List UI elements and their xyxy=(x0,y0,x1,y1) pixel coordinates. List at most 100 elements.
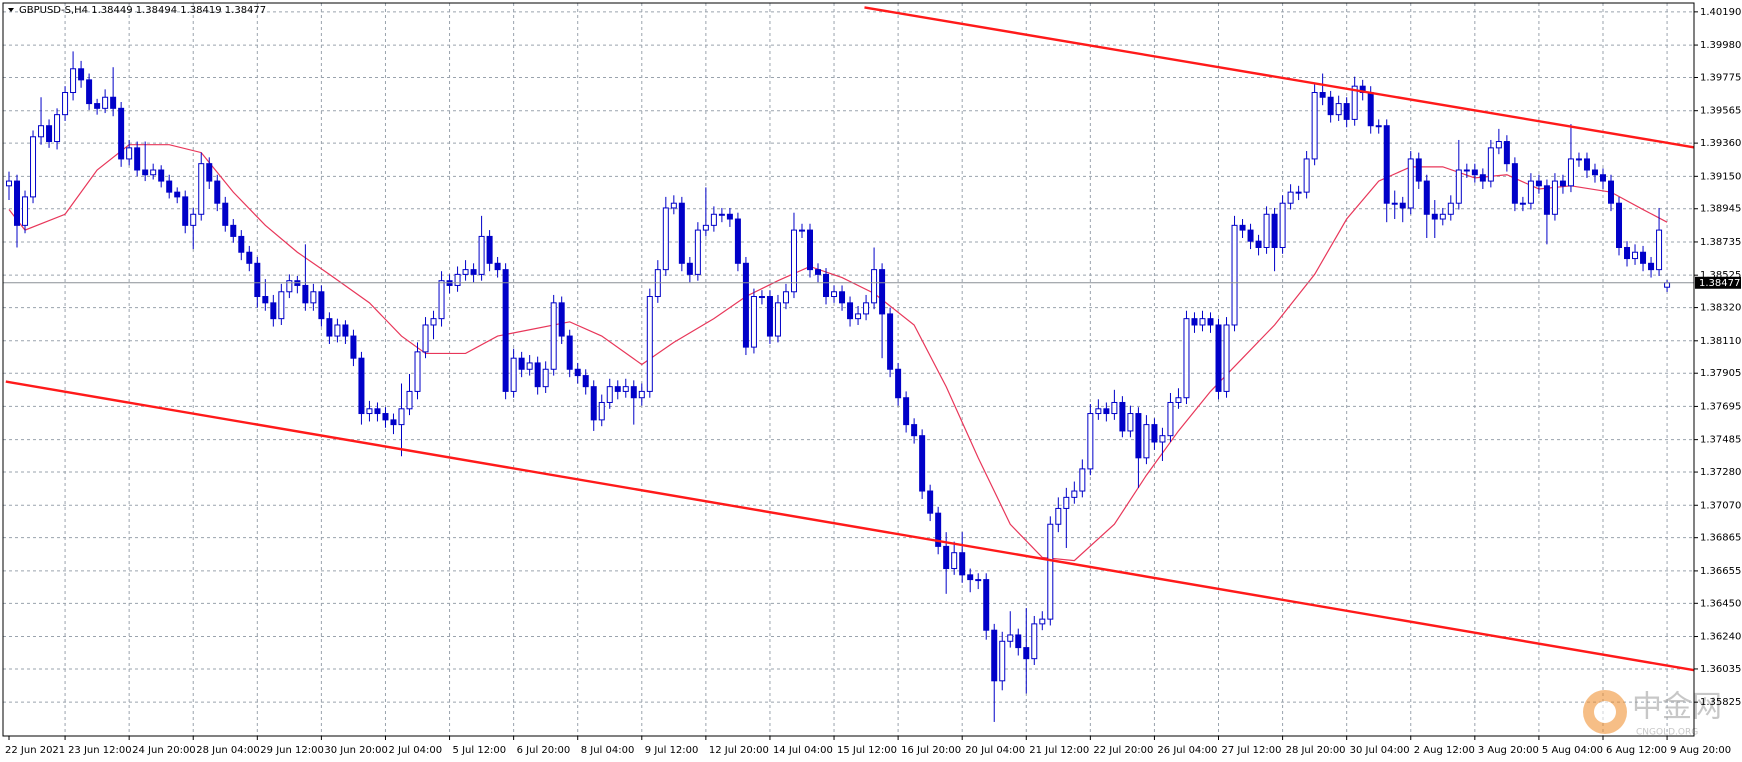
candle-body xyxy=(38,125,45,138)
candle-body xyxy=(1239,224,1246,231)
current-price-label: 1.38477 xyxy=(1699,278,1740,289)
y-tick-label: 1.38110 xyxy=(1700,336,1741,347)
candle-body xyxy=(150,169,157,176)
candle-body xyxy=(1503,141,1510,165)
y-tick-label: 1.36865 xyxy=(1700,533,1741,544)
plot xyxy=(3,6,1695,722)
candle-body xyxy=(230,224,237,237)
candle-body xyxy=(222,202,229,226)
candle-body xyxy=(1031,623,1038,660)
candle-body xyxy=(254,262,261,298)
x-tick-label: 14 Jul 04:00 xyxy=(773,745,833,756)
candle-body xyxy=(1487,147,1494,182)
candle-body xyxy=(999,640,1006,682)
y-tick-label: 1.39980 xyxy=(1700,40,1741,51)
candle-body xyxy=(927,490,934,514)
candle-body xyxy=(1367,92,1374,127)
x-tick-label: 9 Aug 20:00 xyxy=(1670,745,1731,756)
candle-body xyxy=(1608,180,1614,204)
candle-body xyxy=(1039,618,1046,625)
candle-body xyxy=(462,269,469,275)
candle-body xyxy=(630,386,637,399)
x-tick-label: 27 Jul 12:00 xyxy=(1222,745,1282,756)
x-tick-label: 28 Jun 04:00 xyxy=(196,745,260,756)
price-box xyxy=(1695,276,1741,289)
candle-body xyxy=(1391,202,1398,205)
candle-body xyxy=(406,390,413,410)
y-tick-label: 1.36450 xyxy=(1700,598,1741,609)
watermark-subtitle: CNGOLD.ORG xyxy=(1636,728,1698,738)
candle-body xyxy=(750,296,757,348)
candle-body xyxy=(734,218,741,264)
x-tick-label: 5 Aug 04:00 xyxy=(1542,745,1603,756)
candle-body xyxy=(1543,185,1550,215)
candle-body xyxy=(574,368,581,377)
candle-body xyxy=(1383,125,1390,204)
candle-body xyxy=(710,213,717,226)
candle-body xyxy=(1151,424,1158,443)
candle-body xyxy=(1616,202,1623,248)
candle-body xyxy=(310,291,317,304)
candle-body xyxy=(774,302,781,337)
candle-body xyxy=(1071,490,1078,498)
watermark: 中金网 CNGOLD.ORG xyxy=(1583,690,1722,738)
candle-body xyxy=(1407,158,1414,209)
candle-body xyxy=(1527,180,1534,204)
y-tick-label: 1.37280 xyxy=(1700,467,1741,478)
y-tick-label: 1.39775 xyxy=(1700,72,1741,83)
candle-body xyxy=(1023,647,1030,660)
candle-body xyxy=(1624,246,1631,260)
candle-body xyxy=(1599,174,1606,182)
x-tick-label: 3 Aug 20:00 xyxy=(1478,745,1539,756)
candle-body xyxy=(510,357,517,392)
candle-body xyxy=(1519,202,1526,205)
x-tick-label: 12 Jul 20:00 xyxy=(709,745,769,756)
y-tick-label: 1.39150 xyxy=(1700,171,1741,182)
candle-body xyxy=(366,408,373,415)
candle-body xyxy=(678,202,685,264)
candle-body xyxy=(895,368,902,399)
moving-average xyxy=(8,144,1668,562)
candle-body xyxy=(959,552,966,576)
candle-body xyxy=(935,512,942,547)
candle-body xyxy=(54,114,61,143)
candle-body xyxy=(438,280,445,320)
candle-body xyxy=(1632,251,1639,260)
candle-body xyxy=(142,169,149,176)
x-tick-label: 2 Jul 04:00 xyxy=(388,745,442,756)
x-tick-label: 22 Jun 2021 xyxy=(5,745,65,756)
x-tick-label: 21 Jul 12:00 xyxy=(1029,745,1089,756)
x-tick-label: 30 Jul 04:00 xyxy=(1350,745,1410,756)
candle-body xyxy=(1455,169,1462,204)
y-tick-label: 1.35825 xyxy=(1700,697,1741,708)
candle-body xyxy=(158,169,165,182)
candle-body xyxy=(86,79,93,105)
candle-body xyxy=(606,386,613,403)
x-tick-label: 2 Aug 12:00 xyxy=(1414,745,1475,756)
candle-body xyxy=(374,408,381,415)
y-tick-label: 1.37485 xyxy=(1700,435,1741,446)
candle-body xyxy=(1103,408,1110,415)
candle-body xyxy=(534,362,541,388)
candle-body xyxy=(494,262,501,271)
candle-body xyxy=(807,229,813,271)
candle-body xyxy=(1007,634,1014,642)
candle-body xyxy=(46,125,53,143)
candle-body xyxy=(766,296,773,337)
candle-body xyxy=(1327,96,1334,116)
candle-body xyxy=(702,224,709,231)
candle-body xyxy=(646,296,653,392)
candle-body xyxy=(614,386,621,392)
x-tick-label: 5 Jul 12:00 xyxy=(453,745,507,756)
candle-body xyxy=(582,375,589,388)
candle-body xyxy=(206,163,213,182)
candle-body xyxy=(454,273,461,286)
candle-body xyxy=(1648,262,1655,271)
candle-body xyxy=(382,413,389,421)
candle-body xyxy=(1271,213,1278,248)
candle-body xyxy=(1351,85,1358,120)
candle-body xyxy=(62,92,69,116)
y-tick-label: 1.39360 xyxy=(1700,138,1741,149)
candle-body xyxy=(1551,180,1558,215)
y-tick-label: 1.36655 xyxy=(1700,566,1741,577)
